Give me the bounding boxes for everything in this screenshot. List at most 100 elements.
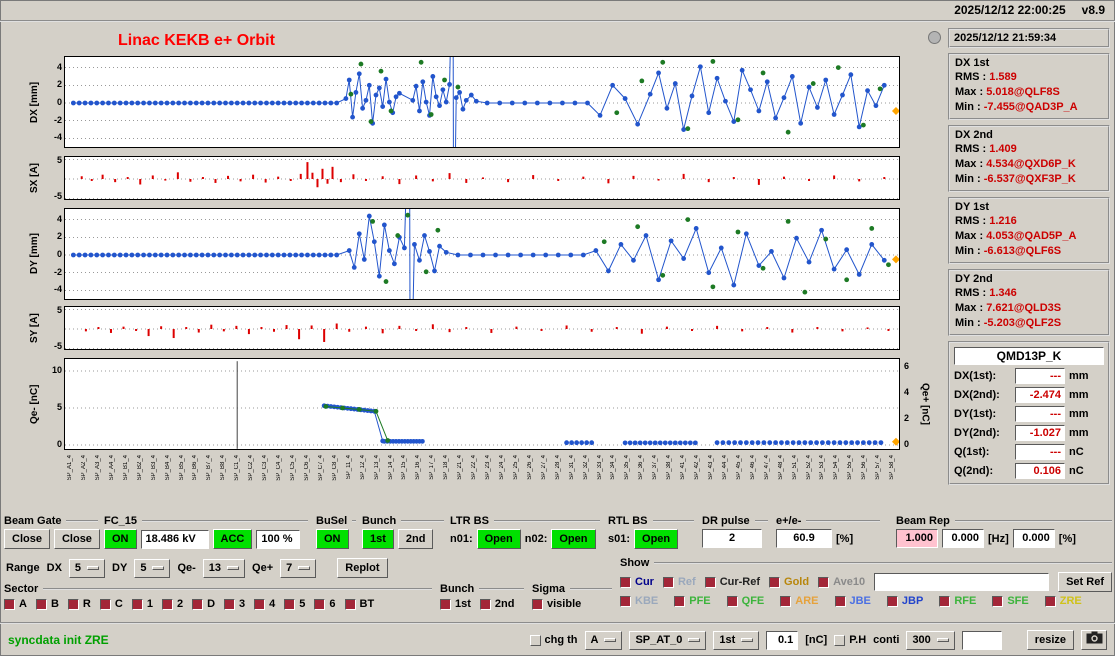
bunch-toggle-1st[interactable]: 1st [440,598,471,610]
show-toggle-are[interactable]: ARE [780,595,819,607]
ph-toggle[interactable]: P.H [834,634,866,646]
show-toggle-cur-ref[interactable]: Cur-Ref [704,576,760,588]
s01-open-button[interactable]: Open [634,529,679,549]
checkbox-indicator[interactable] [886,595,898,607]
threshold-field[interactable]: 0.1 [766,630,799,650]
checkbox-indicator[interactable] [99,598,111,610]
bunch-1st-button[interactable]: 1st [362,529,394,549]
replot-button[interactable]: Replot [337,558,388,578]
beam-gate-close-2-button[interactable]: Close [53,529,100,549]
bunch-select-dropdown[interactable]: 1st [713,630,760,650]
checkbox-indicator[interactable] [992,595,1004,607]
x-tick-label: SP_B3_4 [150,455,157,481]
checkbox-indicator[interactable] [780,595,792,607]
show-toggle-cur[interactable]: Cur [620,576,654,588]
checkbox-indicator[interactable] [314,598,326,610]
x-tick-label: SP_B5_4 [178,455,185,481]
status-led [928,31,941,44]
fc15-acc-button[interactable]: ACC [212,529,253,549]
sector-toggle-5[interactable]: 5 [284,598,305,610]
checkbox-indicator[interactable] [224,598,236,610]
sector-toggle-6[interactable]: 6 [314,598,336,610]
sector-toggle-b[interactable]: B [35,598,59,610]
resize-button[interactable]: resize [1026,630,1074,650]
set-ref-button[interactable]: Set Ref [1058,572,1112,592]
show-toggle-kbe[interactable]: KBE [620,595,658,607]
checkbox-indicator[interactable] [620,595,631,607]
show-toggle-jbp[interactable]: JBP [886,595,923,607]
sector-toggle-bt[interactable]: BT [344,598,374,610]
show-toggle-ref[interactable]: Ref [662,576,696,588]
checkbox-indicator[interactable] [939,595,951,607]
show-toggle-ave10[interactable]: Ave10 [818,576,865,588]
checkbox-indicator[interactable] [674,595,686,607]
checkbox-indicator[interactable] [479,598,491,610]
sector-toggle-4[interactable]: 4 [254,598,275,610]
fc15-pct-field[interactable]: 100 % [256,529,301,549]
checkbox-indicator[interactable] [620,576,631,588]
checkbox-indicator[interactable] [192,598,204,610]
checkbox-indicator[interactable] [161,598,173,610]
bunch-toggle-2nd[interactable]: 2nd [479,598,514,610]
show-toggle-qfe[interactable]: QFE [726,595,764,607]
beam-rep-hz-field[interactable]: 0.000 [942,529,984,548]
busel-on-button[interactable]: ON [316,529,349,549]
fc15-on-button[interactable]: ON [104,529,137,549]
sector-toggle-1[interactable]: 1 [131,598,153,610]
show-toggle-sfe[interactable]: SFE [992,595,1029,607]
blank-field[interactable] [961,630,1002,650]
range-dx-dropdown[interactable]: 5 [68,558,106,578]
sector-toggle-c[interactable]: C [99,598,123,610]
checkbox-indicator[interactable] [769,576,781,588]
checkbox-indicator[interactable] [1044,595,1056,607]
sector-toggle-r[interactable]: R [67,598,91,610]
ref-file-input[interactable] [874,573,1050,591]
n02-open-button[interactable]: Open [551,529,596,549]
snapshot-button[interactable] [1081,630,1107,650]
sigma-label: Sigma [532,582,612,595]
show-toggle-gold[interactable]: Gold [769,576,809,588]
sigma-toggle-visible[interactable]: visible [532,598,581,610]
show-toggle-pfe[interactable]: PFE [674,595,711,607]
checkbox-indicator[interactable] [662,576,674,588]
checkbox-indicator[interactable] [131,598,143,610]
n01-open-button[interactable]: Open [476,529,521,549]
checkbox-indicator[interactable] [440,598,451,610]
checkbox-indicator[interactable] [4,598,15,610]
sector-toggle-3[interactable]: 3 [224,598,245,610]
chg-th-toggle[interactable]: chg th [529,634,578,646]
conti-button[interactable]: conti [873,634,900,646]
range-qem-dropdown[interactable]: 13 [202,558,246,578]
show-toggle-zre[interactable]: ZRE [1044,595,1082,607]
fc15-kv-field[interactable]: 18.486 kV [140,529,209,549]
range-dy-dropdown[interactable]: 5 [134,558,171,578]
checkbox-indicator[interactable] [67,598,79,610]
sector-toggle-a[interactable]: A [4,598,27,610]
checkbox-indicator[interactable] [726,595,738,607]
range-qep-dropdown[interactable]: 7 [280,558,317,578]
beam-gate-close-1-button[interactable]: Close [4,529,50,549]
checkbox-indicator[interactable] [254,598,266,610]
stat-label: Max : [955,230,984,242]
checkbox-indicator[interactable] [529,634,541,646]
points-dropdown[interactable]: 300 [906,630,955,650]
checkbox-indicator[interactable] [344,598,356,610]
show-toggle-jbe[interactable]: JBE [834,595,871,607]
checkbox-indicator[interactable] [532,598,543,610]
beam-rep-pct-field[interactable]: 0.000 [1012,529,1055,548]
bunch-2nd-button[interactable]: 2nd [397,529,434,549]
checkbox-indicator[interactable] [284,598,296,610]
show-toggle-rfe[interactable]: RFE [939,595,976,607]
sector-toggle-d[interactable]: D [192,598,215,610]
checkbox-indicator[interactable] [35,598,47,610]
checkbox-indicator[interactable] [704,576,716,588]
checkbox-indicator[interactable] [818,576,830,588]
sector-toggle-2[interactable]: 2 [161,598,183,610]
dr-pulse-field[interactable]: 2 [702,529,762,548]
bpm-select-dropdown[interactable]: SP_AT_0 [629,630,707,650]
sector-select-dropdown[interactable]: A [584,630,623,650]
epe-ratio-field[interactable]: 60.9 [776,529,832,548]
beam-rep-set-field[interactable]: 1.000 [896,529,938,548]
checkbox-indicator[interactable] [834,634,846,646]
checkbox-indicator[interactable] [834,595,846,607]
